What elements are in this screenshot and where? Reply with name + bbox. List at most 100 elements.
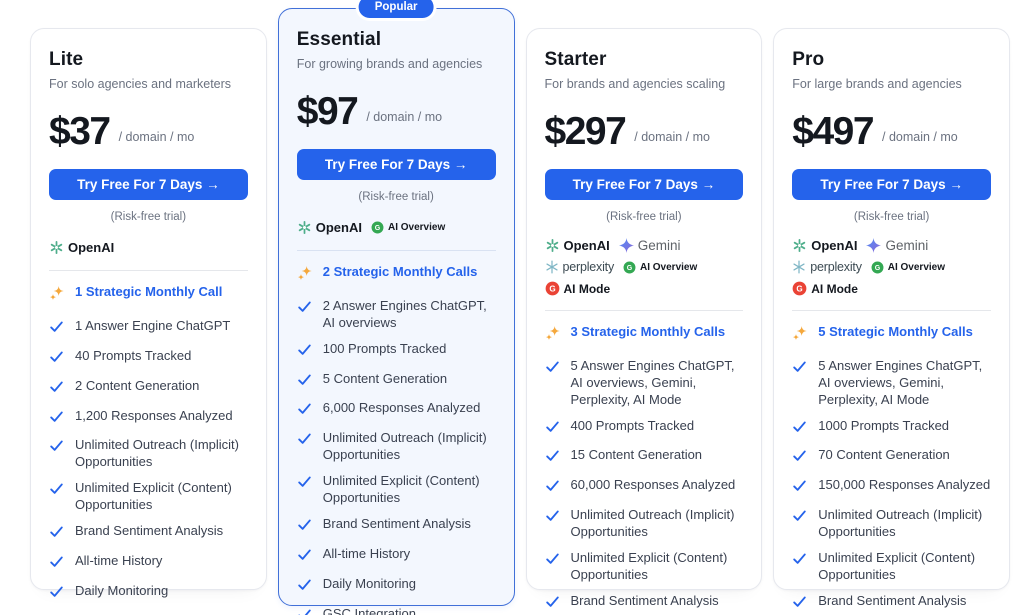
plan-price: $497 <box>792 110 874 153</box>
plan-price: $97 <box>296 90 359 133</box>
plan-name: Pro <box>792 49 825 70</box>
perplexity-icon <box>792 260 806 274</box>
check-icon <box>545 477 562 498</box>
feature-text: 70 Content Generation <box>818 447 950 463</box>
feature-item: 150,000 Responses Analyzed <box>792 477 991 498</box>
check-icon <box>792 418 809 439</box>
arrow-right-icon: → <box>949 177 963 192</box>
ai-mode-logo: G AI Mode <box>792 281 858 296</box>
price-suffix: / domain / mo <box>118 130 195 144</box>
try-free-button[interactable]: Try Free For 7 Days → <box>296 149 496 180</box>
feature-text: Unlimited Outreach (Implicit) Opportunit… <box>75 437 239 470</box>
feature-text: All-time History <box>322 545 411 561</box>
sparkle-icon <box>49 284 66 306</box>
try-free-button[interactable]: Try Free For 7 Days → <box>49 169 248 200</box>
feature-text: 3 Strategic Monthly Calls <box>570 324 726 339</box>
feature-highlight: 3 Strategic Monthly Calls <box>545 324 744 346</box>
logo-label: Gemini <box>637 238 681 253</box>
popular-badge: Popular <box>358 0 434 18</box>
feature-list: 5 Strategic Monthly Calls 5 Answer Engine… <box>792 324 991 615</box>
feature-list: 3 Strategic Monthly Calls 5 Answer Engine… <box>545 324 744 615</box>
price-suffix: / domain / mo <box>366 110 443 124</box>
openai-icon <box>49 240 64 255</box>
feature-text: Unlimited Explicit (Content) Opportuniti… <box>570 550 728 582</box>
trial-note: (Risk-free trial) <box>110 211 187 223</box>
feature-text: 2 Answer Engines ChatGPT, AI overviews <box>322 297 487 330</box>
feature-text: 100 Prompts Tracked <box>322 340 447 356</box>
gemini-logo: Gemini <box>618 238 681 253</box>
feature-text: 150,000 Responses Analyzed <box>818 477 991 493</box>
plan-tagline: For growing brands and agencies <box>296 57 483 71</box>
feature-text: Brand Sentiment Analysis <box>322 515 471 531</box>
check-icon <box>297 430 314 451</box>
ai-overview-icon: G <box>623 261 636 274</box>
check-icon <box>49 318 66 339</box>
feature-item: 400 Prompts Tracked <box>545 418 744 439</box>
feature-item: GSC Integration <box>49 613 248 615</box>
price-suffix: / domain / mo <box>634 130 710 144</box>
engine-logos: OpenAI Gemini perplexity G AI Overview G AI Mo… <box>792 238 991 296</box>
check-icon <box>792 550 809 571</box>
openai-logo: OpenAI <box>792 238 857 253</box>
sparkle-icon <box>545 324 562 346</box>
try-free-button[interactable]: Try Free For 7 Days → <box>792 169 991 200</box>
check-icon <box>545 507 562 528</box>
svg-text:G: G <box>797 284 803 293</box>
feature-item: 1,200 Responses Analyzed <box>49 408 248 429</box>
feature-item: 6,000 Responses Analyzed <box>297 400 496 421</box>
logo-label: AI Mode <box>811 281 858 296</box>
check-icon <box>297 473 314 494</box>
ai-mode-icon: G <box>545 281 560 296</box>
feature-text: Brand Sentiment Analysis <box>75 523 224 539</box>
ai-overview-logo: G AI Overview <box>623 261 697 274</box>
feature-text: Unlimited Explicit (Content) Opportuniti… <box>818 550 976 582</box>
check-icon <box>545 358 562 379</box>
logo-label: perplexity <box>810 260 862 274</box>
price-row: $97 / domain / mo <box>297 87 496 131</box>
check-icon <box>297 341 314 362</box>
feature-text: Brand Sentiment Analysis <box>818 592 967 608</box>
openai-icon <box>792 238 807 253</box>
feature-item: Brand Sentiment Analysis <box>297 516 496 537</box>
feature-item: 1000 Prompts Tracked <box>792 418 991 439</box>
divider <box>792 310 991 311</box>
sparkle-icon <box>792 324 809 346</box>
feature-item: 15 Content Generation <box>545 447 744 468</box>
feature-item: 5 Content Generation <box>297 371 496 392</box>
svg-text:G: G <box>549 284 555 293</box>
trial-note: (Risk-free trial) <box>358 191 434 203</box>
check-icon <box>297 516 314 537</box>
feature-item: Unlimited Explicit (Content) Opportuniti… <box>297 473 496 507</box>
check-icon <box>49 437 66 458</box>
price-row: $37 / domain / mo <box>49 107 248 151</box>
feature-text: 1 Answer Engine ChatGPT <box>75 317 231 333</box>
feature-item: Unlimited Explicit (Content) Opportuniti… <box>545 550 744 584</box>
logo-label: Gemini <box>885 238 929 253</box>
cta-label: Try Free For 7 Days <box>324 157 451 172</box>
gemini-icon <box>866 238 882 253</box>
cta-label: Try Free For 7 Days <box>572 177 698 192</box>
logo-label: AI Overview <box>387 221 446 233</box>
logo-label: AI Mode <box>563 281 611 296</box>
feature-text: 400 Prompts Tracked <box>570 417 695 433</box>
openai-logo: OpenAI <box>297 220 362 235</box>
logo-label: perplexity <box>562 260 615 274</box>
feature-text: GSC Integration <box>75 613 168 615</box>
try-free-button[interactable]: Try Free For 7 Days → <box>544 169 744 200</box>
price-suffix: / domain / mo <box>882 130 958 144</box>
plan-name: Starter <box>544 49 607 70</box>
divider <box>296 250 496 251</box>
feature-item: 5 Answer Engines ChatGPT, AI overviews, … <box>792 358 991 409</box>
feature-text: Unlimited Outreach (Implicit) Opportunit… <box>818 507 983 540</box>
check-icon <box>49 408 66 429</box>
check-icon <box>297 546 314 567</box>
arrow-right-icon: → <box>206 177 220 192</box>
cta-label: Try Free For 7 Days <box>77 177 203 192</box>
check-icon <box>49 553 66 574</box>
openai-logo: OpenAI <box>49 240 114 255</box>
feature-text: 6,000 Responses Analyzed <box>322 400 481 416</box>
feature-text: 2 Content Generation <box>75 377 200 393</box>
feature-text: GSC Integration <box>322 605 416 615</box>
feature-item: GSC Integration <box>297 606 496 615</box>
feature-item: Unlimited Explicit (Content) Opportuniti… <box>49 480 248 514</box>
